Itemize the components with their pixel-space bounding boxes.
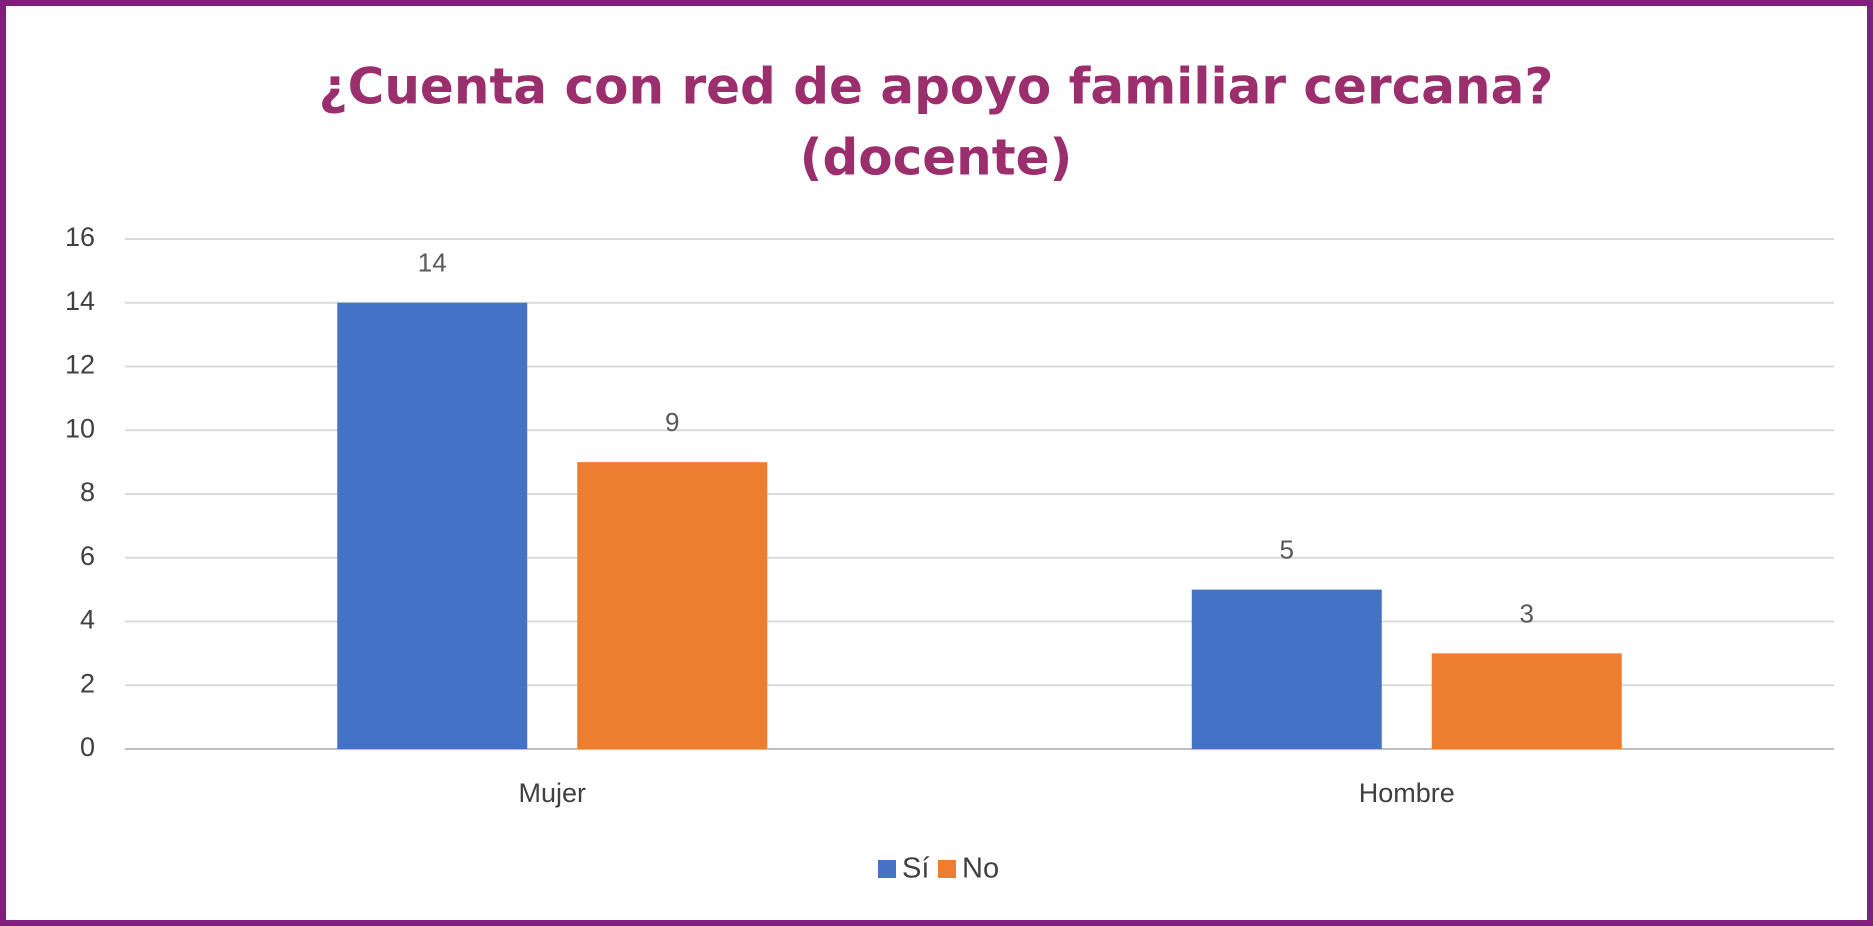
bar xyxy=(1431,653,1622,749)
data-label: 3 xyxy=(1520,598,1534,628)
bar xyxy=(577,462,768,749)
y-tick-label: 0 xyxy=(80,732,95,762)
legend-swatch xyxy=(938,860,956,878)
y-tick-label: 12 xyxy=(65,350,95,380)
x-tick-label: Mujer xyxy=(518,778,586,808)
data-label: 14 xyxy=(418,248,447,278)
y-tick-label: 4 xyxy=(80,605,95,635)
y-tick-label: 6 xyxy=(80,541,95,571)
y-tick-label: 2 xyxy=(80,668,95,698)
chart-title: (docente) xyxy=(800,129,1073,187)
legend-label: No xyxy=(962,853,999,885)
chart-title: ¿Cuenta con red de apoyo familiar cercan… xyxy=(319,58,1554,116)
x-tick-label: Hombre xyxy=(1359,778,1455,808)
y-tick-label: 16 xyxy=(65,222,95,252)
bar xyxy=(1191,589,1382,749)
legend-swatch xyxy=(878,860,896,878)
legend-label: Sí xyxy=(902,853,929,885)
data-label: 5 xyxy=(1280,535,1294,565)
y-tick-label: 10 xyxy=(65,413,95,443)
y-tick-label: 8 xyxy=(80,477,95,507)
y-tick-label: 14 xyxy=(65,286,95,316)
data-label: 9 xyxy=(665,407,679,437)
bar xyxy=(337,302,528,749)
